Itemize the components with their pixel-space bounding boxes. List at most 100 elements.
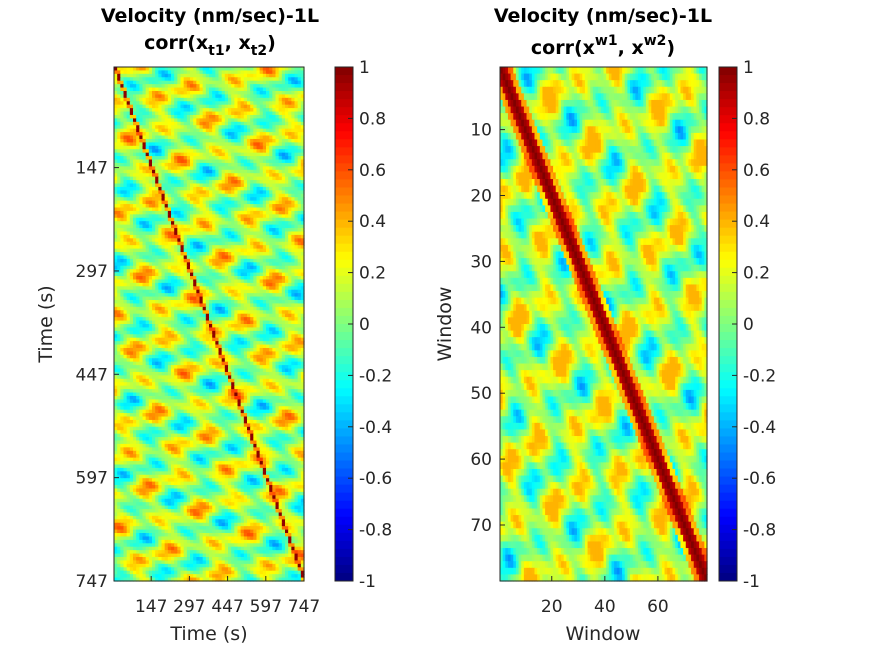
heatmap-cell — [190, 197, 194, 202]
heatmap-cell — [215, 104, 220, 109]
heatmap-cell — [152, 156, 156, 161]
heatmap-cell — [167, 135, 172, 140]
heatmap-cell — [161, 193, 166, 198]
heatmap-cell — [190, 135, 194, 140]
heatmap-cell — [253, 70, 258, 75]
heatmap-cell — [275, 114, 280, 119]
heatmap-cell — [212, 210, 216, 215]
heatmap-cell — [272, 87, 277, 92]
heatmap-cell — [250, 114, 254, 119]
heatmap-cell — [294, 180, 299, 185]
heatmap-cell — [228, 210, 232, 215]
heatmap-cell — [294, 190, 299, 195]
heatmap-cell — [294, 114, 299, 119]
heatmap-cell — [129, 152, 134, 157]
heatmap-cell — [129, 111, 134, 116]
heatmap-cell — [120, 169, 125, 174]
heatmap-cell — [171, 135, 175, 140]
heatmap-cell — [253, 128, 258, 133]
heatmap-cell — [218, 108, 223, 113]
heatmap-cell — [297, 104, 302, 109]
heatmap-cell — [152, 73, 156, 78]
heatmap-cell — [167, 73, 172, 78]
heatmap-cell — [278, 169, 283, 174]
heatmap-cell — [300, 87, 305, 92]
heatmap-cell — [228, 200, 232, 205]
heatmap-cell — [259, 125, 264, 130]
heatmap-cell — [243, 173, 248, 178]
heatmap-cell — [161, 190, 166, 195]
heatmap-cell — [294, 77, 299, 82]
heatmap-cell — [167, 70, 172, 75]
heatmap-cell — [209, 176, 213, 181]
heatmap-cell — [262, 80, 267, 85]
heatmap-cell — [196, 94, 201, 99]
heatmap-cell — [291, 204, 296, 209]
heatmap-cell — [145, 162, 150, 167]
heatmap-cell — [133, 214, 137, 219]
heatmap-cell — [262, 118, 267, 123]
heatmap-cell — [215, 94, 220, 99]
heatmap-cell — [221, 180, 226, 185]
heatmap-cell — [164, 190, 169, 195]
heatmap-cell — [259, 73, 264, 78]
heatmap-cell — [205, 197, 210, 202]
heatmap-cell — [234, 204, 239, 209]
heatmap-cell — [117, 87, 121, 92]
heatmap-cell — [240, 145, 245, 150]
heatmap-cell — [152, 217, 156, 222]
heatmap-cell — [158, 118, 163, 123]
heatmap-cell — [139, 169, 144, 174]
heatmap-cell — [281, 135, 286, 140]
heatmap-cell — [136, 80, 140, 85]
heatmap-cell — [262, 135, 267, 140]
heatmap-cell — [300, 114, 305, 119]
heatmap-cell — [180, 70, 185, 75]
heatmap-cell — [152, 183, 156, 188]
heatmap-cell — [171, 200, 175, 205]
heatmap-cell — [186, 176, 191, 181]
heatmap-cell — [190, 173, 194, 178]
heatmap-cell — [209, 135, 213, 140]
heatmap-cell — [272, 114, 277, 119]
heatmap-cell — [114, 180, 118, 185]
heatmap-cell — [266, 118, 270, 123]
heatmap-cell — [243, 200, 248, 205]
heatmap-cell — [139, 84, 144, 89]
heatmap-cell — [139, 108, 144, 113]
heatmap-cell — [209, 90, 213, 96]
heatmap-cell — [221, 118, 226, 123]
heatmap-cell — [291, 152, 296, 157]
heatmap-cell — [158, 210, 163, 215]
heatmap-cell — [117, 121, 121, 126]
heatmap-cell — [129, 94, 134, 99]
heatmap-cell — [281, 162, 286, 167]
heatmap-cell — [228, 173, 232, 178]
heatmap-cell — [199, 183, 204, 188]
heatmap-cell — [291, 111, 296, 116]
heatmap-cell — [129, 180, 134, 185]
heatmap-cell — [275, 180, 280, 185]
heatmap-cell — [126, 166, 131, 171]
heatmap-cell — [256, 169, 261, 174]
heatmap-cell — [158, 121, 163, 126]
heatmap-cell — [161, 217, 166, 222]
heatmap-cell — [250, 90, 254, 96]
heatmap-cell — [272, 77, 277, 82]
heatmap-cell — [202, 104, 207, 109]
heatmap-cell — [155, 166, 159, 171]
heatmap-cell — [224, 114, 229, 119]
heatmap-cell — [167, 149, 172, 154]
heatmap-cell — [158, 183, 163, 188]
heatmap-cell — [240, 87, 245, 92]
heatmap-cell — [152, 207, 156, 212]
heatmap-cell — [133, 104, 137, 109]
heatmap-cell — [288, 149, 292, 154]
heatmap-cell — [164, 87, 169, 92]
heatmap-cell — [221, 77, 226, 82]
heatmap-cell — [126, 142, 131, 147]
heatmap-cell — [291, 101, 296, 106]
heatmap-cell — [152, 90, 156, 96]
heatmap-cell — [256, 214, 261, 219]
heatmap-cell — [145, 77, 150, 82]
